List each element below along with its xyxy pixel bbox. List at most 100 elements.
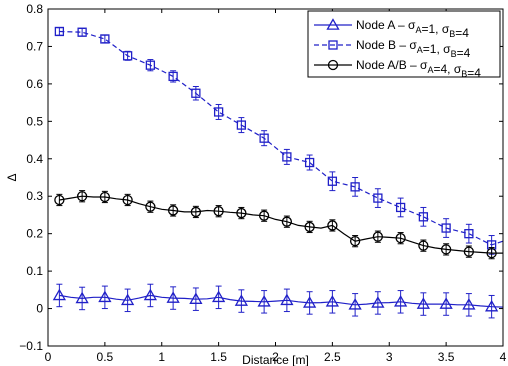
series-3 [54,190,503,260]
legend-subscript: B [449,29,455,39]
series-line [59,195,503,254]
data-point [348,298,362,310]
y-tick-label: 0.8 [26,2,43,16]
data-point [190,206,202,218]
y-tick-label: 0.7 [26,39,43,53]
data-point [234,294,248,306]
legend-subscript: A [427,65,433,75]
data-point [98,290,112,303]
data-point [395,233,406,244]
series-2 [54,26,504,255]
data-point [440,244,452,255]
data-point [77,27,87,37]
y-tick-label: −0.1 [19,339,43,353]
data-point [213,206,224,217]
y-tick-label: 0.2 [26,227,43,241]
data-point [418,240,429,251]
data-point [122,51,133,61]
x-tick-label: 0 [45,350,52,364]
data-point [236,207,247,219]
legend-text-part: =4 [457,46,471,60]
y-tick-label: 0 [36,302,43,316]
data-point [257,295,271,307]
data-point [416,297,430,309]
legend-text-part: =1, σ [423,42,451,56]
legend-text-part: =4 [467,66,481,80]
data-point [236,120,247,130]
series-line [59,294,504,308]
data-point [259,133,269,143]
x-tick-label: 0.5 [97,350,114,364]
data-point [143,288,157,301]
legend-subscript: A [417,45,423,55]
data-point [327,220,338,231]
data-point [168,71,178,82]
legend-text-part: =4, σ [433,62,461,76]
x-axis-label: Distance [m] [242,353,309,366]
data-point [464,229,474,239]
data-point [145,201,156,212]
data-point [122,194,133,206]
data-point [166,291,180,303]
data-point [463,246,475,257]
x-tick-label: 3 [386,350,393,364]
data-point [282,152,292,162]
data-point [99,191,111,203]
data-point [350,182,360,192]
data-point [373,193,383,203]
y-tick-label: 0.4 [26,152,43,166]
data-point [258,210,270,221]
y-tick-label: 0.1 [26,264,43,278]
data-point [191,88,201,98]
data-point [212,290,226,303]
data-point [462,298,476,310]
legend-text-part: =1, σ [421,22,449,36]
legend-subscript: B [461,69,467,79]
legend-entry: Node A – σA=1, σB=4 [356,18,469,40]
data-point [213,107,224,117]
y-tick-label: 0.5 [26,114,43,128]
data-point [304,221,315,233]
legend-marker [327,59,339,71]
data-point [372,231,384,242]
axis-ticks: 0 0.5 1 1.5 2 2.5 3 3.5 4−0.100.10.20.30.40.50.6… [19,2,506,364]
data-point [76,191,88,202]
data-point [121,293,135,306]
data-point [54,194,65,206]
legend-subscript: A [415,25,421,35]
legend-text-part: Node B – σ [356,38,417,52]
data-point [304,157,315,168]
x-tick-label: 2 [272,350,279,364]
data-point [145,60,156,70]
series-1 [52,283,504,319]
data-point [395,202,406,213]
legend-text-part: Node A/B – σ [356,58,428,72]
data-point [349,236,361,247]
legend-marker [328,40,338,50]
legend-entry: Node B – σA=1, σB=4 [356,38,471,60]
data-point [394,295,408,307]
data-point [327,176,338,186]
data-point [441,223,451,233]
x-tick-label: 4 [500,350,507,364]
data-point [52,288,66,301]
data-point [54,26,65,37]
data-point [418,212,429,222]
legend-text-part: Node A – σ [356,18,416,32]
data-point [189,292,203,304]
data-point [75,291,89,304]
data-point [325,295,339,307]
data-point [485,299,499,312]
legend-text-part: =4 [455,26,469,40]
data-point [280,293,294,306]
x-tick-label: 2.5 [324,350,341,364]
legend-entry: Node A/B – σA=4, σB=4 [356,58,481,80]
data-point [486,247,497,259]
plot-content [52,26,504,319]
y-tick-label: 0.3 [26,189,43,203]
data-point [281,216,293,227]
data-point [303,296,317,308]
legend-subscript: B [451,49,457,59]
